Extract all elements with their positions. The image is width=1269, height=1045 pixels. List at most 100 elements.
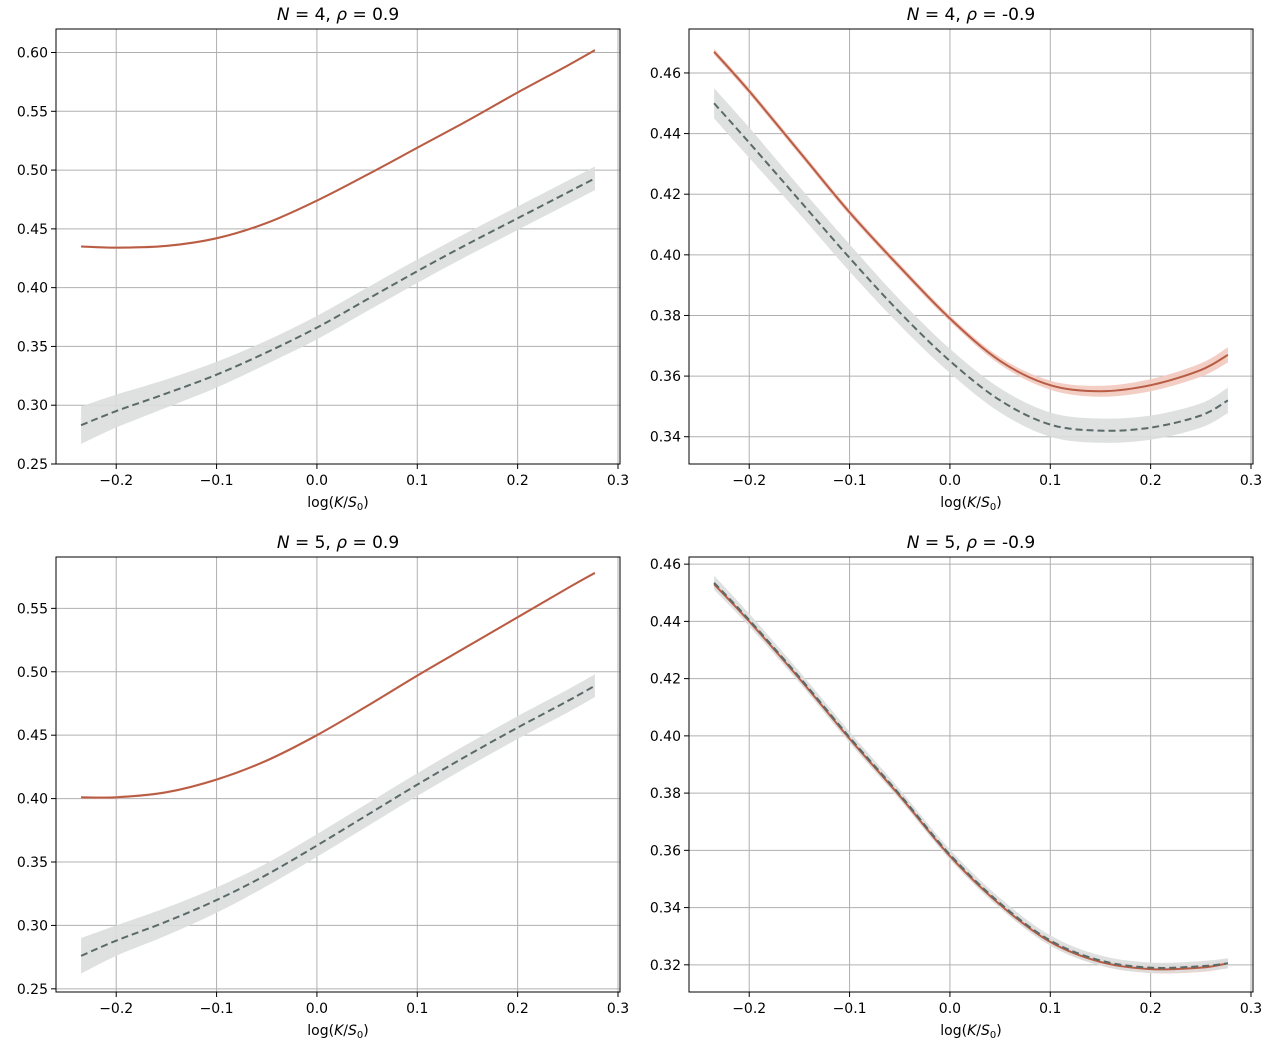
x-axis-label: log(K/S0) [940, 1023, 1001, 1041]
y-tick-label: 0.36 [650, 843, 681, 859]
title-n-value: = 4, [920, 5, 967, 25]
x-tick-label: −0.2 [99, 473, 133, 489]
x-axis-label: log(K/S0) [307, 1023, 368, 1041]
y-tick-label: 0.46 [650, 557, 681, 573]
chart-panel-4: −0.2 −0.1 0.0 0.1 0.2 0.3 0.32 0.34 0.36 0.38 0.40… [650, 533, 1262, 1041]
x-tick-label: 0.1 [1039, 1001, 1061, 1017]
xlabel-close: ) [996, 495, 1001, 511]
series-dashed-line [713, 102, 1229, 432]
x-axis-label: log(K/S0) [307, 495, 368, 513]
x-tick-label: 0.0 [939, 1001, 961, 1017]
xlabel-slash: / [343, 495, 348, 511]
x-tick-label: −0.1 [833, 1001, 867, 1017]
series-solid-line [81, 571, 596, 799]
x-tick-label: −0.2 [99, 1001, 133, 1017]
y-tick-label: 0.40 [650, 248, 681, 264]
x-tick-label: 0.1 [406, 1001, 428, 1017]
x-tick-label: 0.3 [1240, 473, 1262, 489]
y-tick-label: 0.25 [17, 982, 48, 998]
title-n-value: = 4, [290, 5, 337, 25]
xlabel-k: K [334, 495, 345, 511]
x-tick-label: 0.1 [406, 473, 428, 489]
title-n-symbol: N [907, 5, 920, 25]
panel-title: N = 5, ρ = -0.9 [907, 533, 1035, 553]
series-dashed-confidence-band [714, 88, 1228, 443]
series-dashed-confidence-band [81, 674, 595, 974]
x-tick-label: 0.2 [507, 1001, 529, 1017]
x-tick-label: 0.1 [1039, 473, 1061, 489]
y-tick-label: 0.40 [650, 729, 681, 745]
axes-frame [688, 28, 1254, 465]
y-tick-label: 0.38 [650, 786, 681, 802]
y-tick-label: 0.42 [650, 187, 681, 203]
xlabel-slash: / [976, 495, 981, 511]
title-rho-symbol: ρ [336, 5, 347, 25]
xlabel-k: K [967, 1023, 978, 1039]
title-rho-value: = -0.9 [977, 5, 1035, 25]
x-axis-label: log(K/S0) [940, 495, 1001, 513]
title-rho-symbol: ρ [966, 5, 977, 25]
y-tick-label: 0.38 [650, 308, 681, 324]
xlabel-log: log( [940, 1023, 967, 1039]
title-rho-value: = 0.9 [347, 5, 399, 25]
series-solid-line [713, 51, 1229, 393]
y-tick-label: 0.50 [17, 163, 48, 179]
xlabel-s: S [981, 495, 990, 511]
xlabel-k: K [967, 495, 978, 511]
xlabel-subscript: 0 [990, 502, 996, 513]
xlabel-slash: / [976, 1023, 981, 1039]
panel-title: N = 4, ρ = 0.9 [277, 5, 399, 25]
xlabel-s: S [348, 495, 357, 511]
y-tick-label: 0.44 [650, 614, 681, 630]
xlabel-close: ) [363, 495, 368, 511]
y-tick-label: 0.35 [17, 339, 48, 355]
y-tick-label: 0.50 [17, 665, 48, 681]
y-tick-label: 0.34 [650, 430, 681, 446]
y-tick-label: 0.44 [650, 127, 681, 143]
y-tick-label: 0.30 [17, 398, 48, 414]
xlabel-s: S [981, 1023, 990, 1039]
xlabel-s: S [348, 1023, 357, 1039]
y-tick-label: 0.46 [650, 66, 681, 82]
xlabel-slash: / [343, 1023, 348, 1039]
series-dashed-confidence-band [81, 166, 595, 445]
y-tick-label: 0.35 [17, 855, 48, 871]
y-tick-label: 0.55 [17, 104, 48, 120]
series-dashed-line [80, 177, 596, 427]
y-tick-label: 0.40 [17, 792, 48, 808]
panel-title: N = 5, ρ = 0.9 [277, 533, 399, 553]
series-solid-line [81, 49, 596, 249]
x-tick-label: −0.1 [200, 1001, 234, 1017]
y-tick-label: 0.45 [17, 728, 48, 744]
x-tick-label: −0.2 [732, 473, 766, 489]
y-tick-label: 0.30 [17, 918, 48, 934]
title-n-value: = 5, [290, 533, 337, 553]
plot-area [80, 571, 596, 974]
y-tick-label: 0.36 [650, 369, 681, 385]
x-tick-label: 0.3 [607, 473, 629, 489]
xlabel-close: ) [363, 1023, 368, 1039]
x-tick-label: 0.3 [1240, 1001, 1262, 1017]
y-tick-label: 0.42 [650, 672, 681, 688]
title-rho-symbol: ρ [336, 533, 347, 553]
series-dashed-line [713, 582, 1229, 969]
y-tick-label: 0.55 [17, 601, 48, 617]
title-n-value: = 5, [920, 533, 967, 553]
plot-area [80, 48, 596, 445]
xlabel-subscript: 0 [990, 1030, 996, 1041]
title-rho-symbol: ρ [966, 533, 977, 553]
x-tick-label: 0.0 [939, 473, 961, 489]
y-tick-label: 0.40 [17, 281, 48, 297]
x-tick-label: 0.2 [1140, 473, 1162, 489]
x-tick-label: 0.2 [1140, 1001, 1162, 1017]
plot-area [713, 575, 1229, 974]
xlabel-log: log( [307, 1023, 334, 1039]
title-n-symbol: N [277, 5, 290, 25]
y-tick-label: 0.45 [17, 222, 48, 238]
chart-panel-1: −0.2 −0.1 0.0 0.1 0.2 0.3 0.25 0.30 0.35 0.40 0.45… [17, 5, 629, 513]
axes-frame [55, 28, 621, 465]
axes-frame [688, 556, 1254, 993]
title-rho-value: = -0.9 [977, 533, 1035, 553]
